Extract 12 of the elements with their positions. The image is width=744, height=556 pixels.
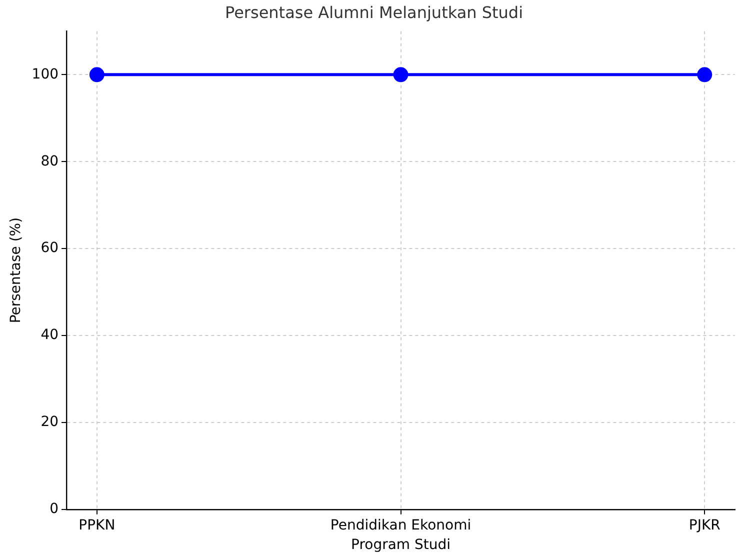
y-tick-label: 80 [40,153,59,170]
chart-title: Persentase Alumni Melanjutkan Studi [224,2,524,22]
y-tick-label: 40 [40,327,59,344]
y-axis-title: Persentase (%) [8,217,24,324]
x-tick-label: PPKN [78,517,116,534]
y-tick-label: 20 [40,414,59,430]
y-tick-label: 100 [32,66,59,82]
x-tick-label: Pendidikan Ekonomi [330,517,472,534]
x-tick-label: PJKR [688,517,721,534]
y-tick-label: 60 [40,240,59,256]
y-tick-label: 0 [50,501,59,518]
x-axis-title: Program Studi [350,537,451,554]
